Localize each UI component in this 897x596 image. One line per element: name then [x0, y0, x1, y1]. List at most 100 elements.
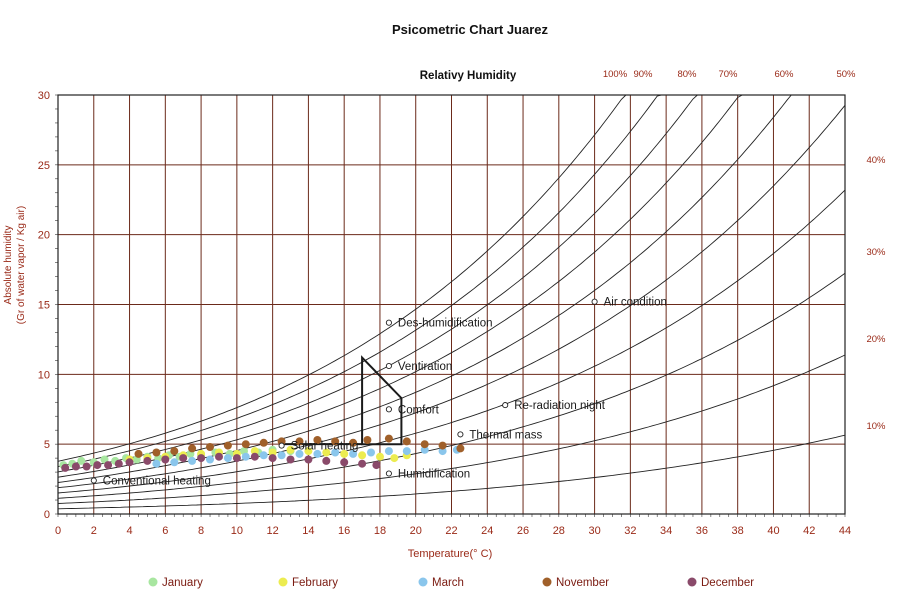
data-point-february: [250, 447, 259, 456]
data-point-november: [456, 444, 465, 453]
data-point-november: [206, 443, 214, 451]
data-point-december: [61, 463, 70, 472]
rh-label-top: 60%: [774, 69, 794, 80]
data-point-march: [277, 451, 286, 460]
legend-label-march: March: [432, 577, 464, 589]
x-tick-label: 14: [302, 525, 314, 537]
data-point-december: [372, 461, 381, 470]
y-tick-label: 5: [44, 439, 50, 451]
strategy-marker: [385, 406, 392, 413]
y-tick-label: 10: [38, 369, 50, 381]
rh-curve-80: [57, 94, 698, 473]
legend: January February March November December: [148, 577, 754, 589]
rh-curve-100: [57, 94, 627, 462]
data-point-december: [358, 459, 367, 468]
strategy-marker: [457, 431, 464, 438]
rh-label-right: 20%: [866, 334, 886, 345]
legend-label-february: February: [292, 577, 338, 589]
data-point-february: [268, 448, 277, 457]
strategy-marker: [90, 477, 97, 484]
strategy-label: Thermal mass: [469, 429, 542, 441]
data-point-december: [179, 454, 188, 463]
rh-curve-50: [57, 105, 846, 489]
data-point-march: [259, 451, 268, 460]
data-point-march: [206, 455, 214, 464]
strategy-label: Comfort: [398, 404, 440, 416]
strategy-marker: [385, 362, 392, 370]
x-tick-label: 30: [588, 525, 600, 537]
data-point-november: [259, 438, 268, 447]
x-tick-label: 22: [445, 525, 457, 537]
data-point-march: [384, 447, 393, 456]
strategy-marker: [385, 319, 392, 326]
strategy-label: Re-radiation night: [514, 400, 606, 412]
legend-marker-november: [542, 577, 552, 587]
data-point-february: [390, 454, 399, 463]
data-point-march: [152, 459, 161, 468]
strategy-marker: [278, 442, 285, 449]
data-point-december: [250, 452, 259, 461]
y-axis-label-group: Absolute humidity (Gr of water vapor / K…: [3, 206, 27, 324]
data-point-december: [125, 458, 134, 467]
comfort-zone-layer: [281, 355, 403, 446]
data-point-november: [134, 449, 143, 458]
data-point-december: [93, 461, 102, 470]
data-point-march: [188, 456, 197, 465]
data-point-february: [376, 452, 384, 461]
rh-label-right: 30%: [866, 247, 886, 258]
data-point-november: [313, 436, 322, 444]
rh-label-top: 100%: [603, 69, 628, 80]
strategy-marker: [385, 470, 392, 477]
chart-title: Psicometric Chart Juarez: [392, 22, 549, 37]
rh-label-top: 50%: [836, 69, 856, 80]
rh-curve-30: [57, 272, 846, 499]
strategy-label: Humidification: [398, 469, 470, 481]
data-point-december: [322, 456, 331, 465]
data-point-november: [241, 440, 250, 449]
legend-label-december: December: [701, 577, 754, 589]
x-tick-label: 38: [732, 525, 744, 537]
rh-label-right: 10%: [866, 421, 886, 432]
axis-layer: 0 2 4 6 8 10 12 14 16 18 20 22 24 26 28 30 32 34 36 38 40 42 4…: [38, 69, 886, 537]
x-tick-label: 18: [374, 525, 386, 537]
data-point-january: [77, 456, 86, 465]
y-tick-label: 25: [38, 160, 50, 172]
x-tick-label: 40: [767, 525, 779, 537]
legend-marker-december: [687, 577, 697, 587]
data-point-february: [358, 451, 367, 460]
data-point-march: [402, 447, 411, 456]
x-axis-label: Temperature(° C): [408, 548, 492, 560]
x-tick-label: 16: [338, 525, 350, 537]
strategy-marker: [591, 298, 598, 305]
data-point-december: [114, 459, 123, 468]
data-point-march: [438, 447, 447, 456]
data-point-march: [241, 452, 250, 461]
y-tick-label: 20: [38, 230, 50, 242]
rh-curve-90: [57, 94, 662, 468]
rh-label-right: 40%: [866, 155, 886, 166]
strategy-label-layer: Air condition Des-humidification Ventirati…: [90, 297, 667, 488]
x-tick-label: 12: [267, 525, 279, 537]
x-tick-label: 0: [55, 525, 61, 537]
data-point-march: [367, 448, 375, 457]
data-point-november: [349, 438, 358, 447]
data-point-december: [304, 455, 313, 464]
data-point-december: [215, 452, 223, 461]
comfort-zone: [361, 355, 403, 446]
legend-label-january: January: [162, 577, 203, 589]
x-tick-label: 6: [162, 525, 168, 537]
data-point-november: [170, 447, 179, 456]
data-point-december: [161, 455, 170, 464]
x-tick-label: 28: [553, 525, 565, 537]
strategy-label: Air condition: [604, 297, 667, 309]
data-point-november: [420, 440, 429, 449]
x-tick-label: 34: [660, 525, 672, 537]
rh-label-top: 70%: [718, 69, 738, 80]
data-point-november: [384, 434, 393, 443]
y-axis-label-line1: Absolute humidity: [3, 226, 14, 305]
data-point-march: [223, 454, 232, 463]
x-tick-label: 36: [696, 525, 708, 537]
x-tick-label: 8: [198, 525, 204, 537]
data-point-december: [71, 462, 80, 471]
x-tick-label: 20: [410, 525, 422, 537]
